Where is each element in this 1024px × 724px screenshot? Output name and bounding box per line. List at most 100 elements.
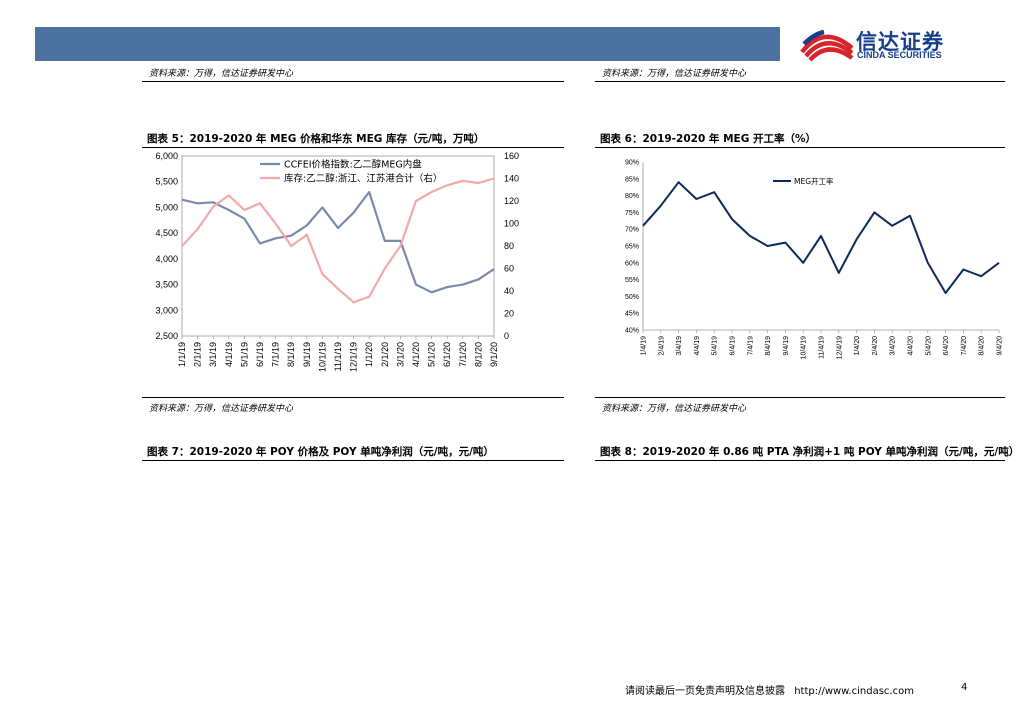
y-tick-label: 85% bbox=[625, 176, 639, 183]
divider-fig7 bbox=[142, 460, 564, 461]
figure-5-title: 图表 5：2019-2020 年 MEG 价格和华东 MEG 库存（元/吨，万吨… bbox=[147, 131, 484, 146]
figure-7-title: 图表 7：2019-2020 年 POY 价格及 POY 单吨净利润（元/吨，元… bbox=[147, 444, 494, 459]
x-tick-label: 2/4/20 bbox=[872, 336, 879, 356]
x-tick-label: 12/4/19 bbox=[836, 336, 843, 359]
y-tick-label: 5,500 bbox=[155, 177, 178, 187]
x-tick-label: 6/4/19 bbox=[730, 336, 737, 356]
figure-6-title: 图表 6：2019-2020 年 MEG 开工率（%） bbox=[600, 131, 816, 146]
x-tick-label: 8/4/20 bbox=[979, 336, 986, 356]
divider-top-left bbox=[142, 81, 564, 82]
y2-tick-label: 100 bbox=[504, 219, 519, 229]
y-tick-label: 90% bbox=[625, 160, 639, 167]
y-tick-label: 3,000 bbox=[155, 305, 178, 315]
y-tick-label: 70% bbox=[625, 227, 639, 234]
x-tick-label: 3/1/19 bbox=[208, 342, 218, 367]
x-tick-label: 10/1/19 bbox=[317, 342, 327, 372]
divider-fig8 bbox=[595, 460, 1005, 461]
y-tick-label: 3,500 bbox=[155, 280, 178, 290]
x-tick-label: 6/1/19 bbox=[255, 342, 265, 367]
x-tick-label: 8/4/19 bbox=[765, 336, 772, 356]
footer-disclaimer: 请阅读最后一页免责声明及信息披露 http://www.cindasc.com bbox=[625, 682, 914, 697]
meg-operating-rate-chart: 90% 85% 80% 75% 70% 65% 60% 55% 50% 45% 40%1/4/19 2… bbox=[595, 150, 1007, 386]
y-tick-label: 5,000 bbox=[155, 202, 178, 212]
page-number: 4 bbox=[961, 682, 967, 693]
y2-tick-label: 80 bbox=[504, 241, 514, 251]
x-tick-label: 3/4/19 bbox=[676, 336, 683, 356]
source-note-mid-right: 资料来源：万得，信达证券研发中心 bbox=[602, 401, 746, 414]
x-tick-label: 8/1/20 bbox=[473, 342, 483, 367]
series-line-meg-rate bbox=[643, 182, 999, 293]
y-tick-label: 45% bbox=[625, 311, 639, 318]
y-tick-label: 80% bbox=[625, 193, 639, 200]
x-tick-label: 9/1/20 bbox=[489, 342, 499, 367]
y-tick-label: 55% bbox=[625, 277, 639, 284]
header-bar bbox=[35, 27, 780, 61]
divider-fig6 bbox=[595, 147, 1005, 148]
divider-mid-right bbox=[595, 397, 1005, 398]
logo-mark-icon bbox=[798, 22, 856, 66]
y-tick-label: 60% bbox=[625, 260, 639, 267]
y2-tick-label: 0 bbox=[504, 331, 509, 341]
x-tick-label: 11/4/19 bbox=[819, 336, 826, 359]
x-tick-label: 4/4/19 bbox=[694, 336, 701, 356]
source-note-mid-left: 资料来源：万得，信达证券研发中心 bbox=[149, 401, 293, 414]
y-tick-label: 65% bbox=[625, 244, 639, 251]
x-tick-label: 12/1/19 bbox=[349, 342, 359, 372]
footer-disclaimer-text: 请阅读最后一页免责声明及信息披露 bbox=[625, 686, 785, 697]
x-tick-label: 4/1/19 bbox=[224, 342, 234, 367]
x-tick-label: 1/1/19 bbox=[177, 342, 187, 367]
x-tick-label: 4/4/20 bbox=[908, 336, 915, 356]
legend-label: 库存:乙二醇:浙江、江苏港合计（右） bbox=[284, 173, 442, 185]
logo-english-name: CINDA SECURITIES bbox=[857, 50, 942, 60]
x-tick-label: 2/1/20 bbox=[380, 342, 390, 367]
x-tick-label: 9/4/20 bbox=[997, 336, 1004, 356]
x-tick-label: 6/1/20 bbox=[442, 342, 452, 367]
y-tick-label: 2,500 bbox=[155, 331, 178, 341]
x-tick-label: 10/4/19 bbox=[801, 336, 808, 359]
x-tick-label: 6/4/20 bbox=[943, 336, 950, 356]
y2-tick-label: 40 bbox=[504, 286, 514, 296]
x-tick-label: 7/1/20 bbox=[458, 342, 468, 367]
series-line-meg-price bbox=[182, 192, 494, 292]
y-tick-label: 75% bbox=[625, 210, 639, 217]
x-tick-label: 8/1/19 bbox=[286, 342, 296, 367]
x-tick-label: 5/4/19 bbox=[712, 336, 719, 356]
divider-mid-left bbox=[142, 397, 564, 398]
y2-tick-label: 120 bbox=[504, 196, 519, 206]
meg-price-inventory-chart: 6,000 5,500 5,000 4,500 4,000 3,500 3,000 2,500… bbox=[142, 148, 566, 394]
x-tick-label: 3/4/20 bbox=[890, 336, 897, 356]
x-tick-label: 1/4/19 bbox=[641, 336, 648, 356]
x-tick-label: 11/1/19 bbox=[333, 342, 343, 371]
y-tick-label: 4,500 bbox=[155, 228, 178, 238]
footer-url[interactable]: http://www.cindasc.com bbox=[794, 686, 914, 697]
source-note-top-left: 资料来源：万得，信达证券研发中心 bbox=[149, 66, 293, 79]
x-tick-label: 7/4/20 bbox=[961, 336, 968, 356]
x-tick-label: 5/1/20 bbox=[427, 342, 437, 367]
x-tick-label: 3/1/20 bbox=[395, 342, 405, 367]
divider-top-right bbox=[595, 81, 1005, 82]
y2-tick-label: 160 bbox=[504, 151, 519, 161]
y-tick-label: 6,000 bbox=[155, 151, 178, 161]
company-logo: 信达证券 CINDA SECURITIES bbox=[798, 22, 988, 66]
legend-label: CCFEI价格指数:乙二醇MEG内盘 bbox=[284, 159, 422, 171]
figure-8-title: 图表 8：2019-2020 年 0.86 吨 PTA 净利润+1 吨 POY … bbox=[600, 444, 1019, 459]
x-tick-label: 5/4/20 bbox=[925, 336, 932, 356]
series-line-meg-inventory bbox=[182, 179, 494, 303]
x-tick-label: 2/1/19 bbox=[193, 342, 203, 367]
x-tick-label: 4/1/20 bbox=[411, 342, 421, 367]
x-tick-label: 9/1/19 bbox=[302, 342, 312, 367]
x-tick-label: 7/4/19 bbox=[747, 336, 754, 356]
y2-tick-label: 140 bbox=[504, 174, 519, 184]
y2-tick-label: 60 bbox=[504, 264, 514, 274]
x-tick-label: 9/4/19 bbox=[783, 336, 790, 356]
x-tick-label: 2/4/19 bbox=[658, 336, 665, 356]
x-tick-label: 7/1/19 bbox=[271, 342, 281, 367]
x-tick-label: 1/1/20 bbox=[364, 342, 374, 367]
y-tick-label: 50% bbox=[625, 294, 639, 301]
y2-tick-label: 20 bbox=[504, 309, 514, 319]
y-tick-label: 40% bbox=[625, 328, 639, 335]
legend-label: MEG开工率 bbox=[794, 176, 834, 186]
y-tick-label: 4,000 bbox=[155, 254, 178, 264]
x-tick-label: 1/4/20 bbox=[854, 336, 861, 356]
source-note-top-right: 资料来源：万得，信达证券研发中心 bbox=[602, 66, 746, 79]
